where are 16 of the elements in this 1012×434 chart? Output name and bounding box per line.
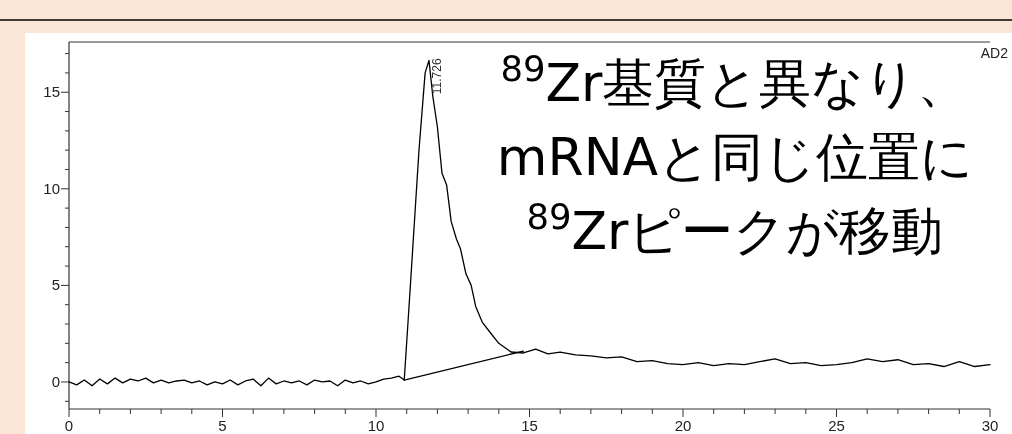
y-tick-label: 15 bbox=[43, 83, 60, 101]
y-tick-label: 5 bbox=[51, 276, 60, 294]
annotation: 11.726 bbox=[429, 58, 444, 95]
x-tick-label: 20 bbox=[674, 417, 692, 434]
x-tick-label: 5 bbox=[218, 417, 227, 434]
y-tick-label: 0 bbox=[51, 372, 60, 390]
x-tick-label: 0 bbox=[64, 417, 74, 434]
annotation: mRNAと同じ位置に bbox=[496, 127, 974, 187]
x-tick-label: 10 bbox=[367, 417, 385, 434]
x-tick-label: 25 bbox=[828, 417, 845, 434]
annotation: $^{89}$Zr基質と異なり、 bbox=[500, 47, 970, 113]
x-tick-label: 15 bbox=[521, 417, 538, 434]
annotation: AD2 bbox=[980, 45, 1009, 61]
x-tick-label: 30 bbox=[981, 417, 999, 434]
y-tick-label: 10 bbox=[43, 179, 60, 197]
annotation: $^{89}$Zrピークが移動 bbox=[526, 195, 944, 261]
